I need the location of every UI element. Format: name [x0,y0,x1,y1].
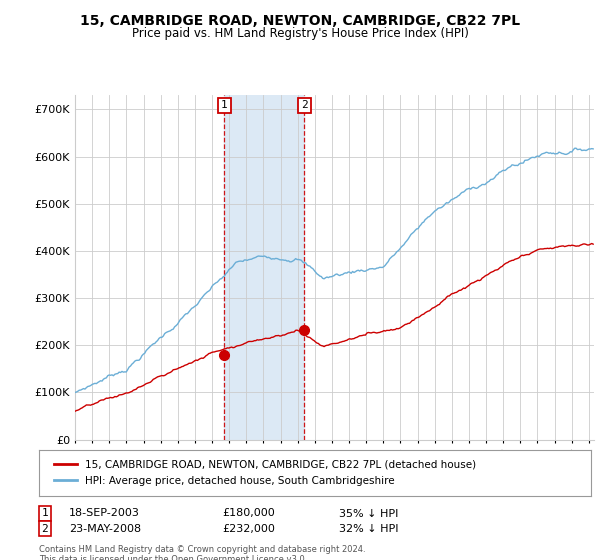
Legend: 15, CAMBRIDGE ROAD, NEWTON, CAMBRIDGE, CB22 7PL (detached house), HPI: Average p: 15, CAMBRIDGE ROAD, NEWTON, CAMBRIDGE, C… [50,455,481,490]
Text: 2: 2 [41,524,49,534]
Text: 2: 2 [301,100,308,110]
Text: 15, CAMBRIDGE ROAD, NEWTON, CAMBRIDGE, CB22 7PL: 15, CAMBRIDGE ROAD, NEWTON, CAMBRIDGE, C… [80,14,520,28]
Text: 1: 1 [221,100,228,110]
Text: 18-SEP-2003: 18-SEP-2003 [69,508,140,519]
Text: Price paid vs. HM Land Registry's House Price Index (HPI): Price paid vs. HM Land Registry's House … [131,27,469,40]
Text: £232,000: £232,000 [222,524,275,534]
Text: 23-MAY-2008: 23-MAY-2008 [69,524,141,534]
Text: £180,000: £180,000 [222,508,275,519]
Text: 32% ↓ HPI: 32% ↓ HPI [339,524,398,534]
Text: 1: 1 [41,508,49,519]
Bar [224,95,304,440]
Text: 35% ↓ HPI: 35% ↓ HPI [339,508,398,519]
Text: Contains HM Land Registry data © Crown copyright and database right 2024.
This d: Contains HM Land Registry data © Crown c… [39,545,365,560]
